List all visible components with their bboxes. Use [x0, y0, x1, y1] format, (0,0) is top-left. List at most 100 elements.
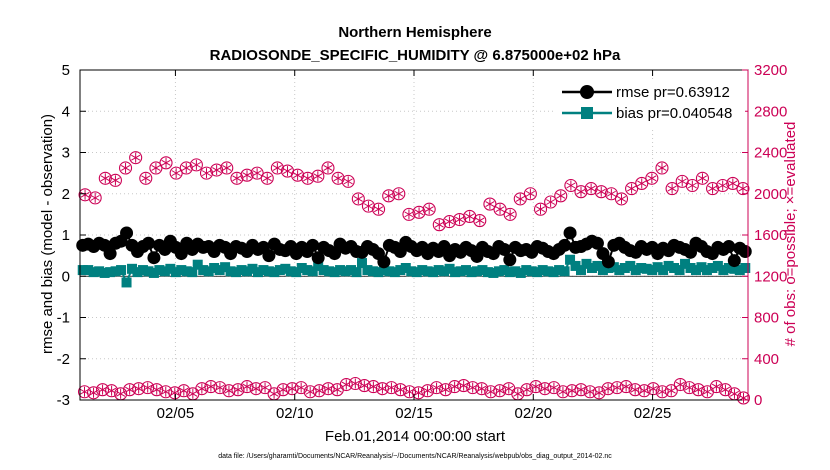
- bias-point: [263, 266, 274, 277]
- rmse-point: [103, 247, 117, 261]
- bias-point: [630, 265, 641, 276]
- bias-point: [132, 267, 143, 278]
- y-right-tick-label: 800: [754, 310, 779, 327]
- bias-point: [105, 267, 116, 278]
- y-axis-right-label: # of obs: o=possible; ×=evaluated: [782, 122, 799, 347]
- y-left-tick-label: 1: [62, 227, 70, 244]
- bias-point: [198, 265, 209, 276]
- bias-point: [362, 265, 373, 276]
- possible-obs-point: [199, 166, 214, 180]
- bias-point: [302, 265, 313, 276]
- possible-obs-point: [604, 187, 618, 201]
- bias-point: [389, 267, 400, 278]
- bias-point: [203, 266, 214, 277]
- y-left-tick-label: -2: [57, 351, 70, 368]
- bias-point: [734, 265, 745, 276]
- bias-point: [570, 260, 581, 271]
- y-right-tick-label: 3200: [754, 62, 787, 79]
- bias-point: [658, 265, 669, 276]
- possible-obs-point: [361, 199, 376, 213]
- possible-obs-point: [118, 161, 133, 175]
- bias-point: [674, 265, 685, 276]
- evaluated-obs-point: [583, 385, 597, 399]
- bias-point: [384, 266, 395, 277]
- bias-point: [663, 260, 674, 271]
- evaluated-obs-point: [123, 383, 137, 397]
- bias-point: [515, 267, 526, 278]
- bias-point: [641, 263, 652, 274]
- rmse-point: [328, 247, 342, 261]
- bias-point: [99, 267, 110, 278]
- axes: -3 -2 -1 0 1 2 3 4 5 0 400 800 1200 1600 2000 2400 2800 3…: [57, 62, 788, 422]
- possible-obs-point: [625, 182, 639, 196]
- bias-point: [176, 265, 187, 276]
- y-right-tick-label: 1600: [754, 227, 787, 244]
- possible-obs-point: [129, 151, 143, 165]
- possible-obs-point: [564, 178, 578, 193]
- bias-point: [740, 263, 751, 273]
- possible-obs-point: [726, 176, 740, 190]
- evaluated-obs-point: [402, 385, 417, 399]
- bias-point: [367, 266, 378, 277]
- y-left-tick-label: 0: [62, 268, 70, 285]
- possible-obs-point: [533, 202, 548, 216]
- evaluated-obs-point: [258, 381, 272, 395]
- bias-point: [285, 266, 296, 277]
- y-axis-left-label: rmse and bias (model - observation): [39, 114, 56, 354]
- evaluated-obs-point: [727, 387, 742, 401]
- bias-point: [280, 263, 291, 274]
- y-left-tick-label: -3: [57, 392, 70, 409]
- possible-obs-point: [614, 192, 629, 206]
- possible-obs-point: [260, 171, 274, 185]
- possible-obs-point: [695, 171, 710, 185]
- bias-point: [121, 277, 132, 288]
- rmse-point: [311, 251, 325, 265]
- y-right-tick-label: 2800: [754, 103, 787, 120]
- bias-point: [696, 262, 707, 273]
- bias-point: [159, 266, 170, 277]
- bias-point: [597, 265, 608, 276]
- bias-point: [707, 263, 718, 273]
- possible-obs-point: [189, 158, 203, 172]
- possible-obs-point: [220, 161, 234, 175]
- bias-point: [690, 265, 701, 276]
- bias-point: [417, 265, 428, 276]
- x-tick-label: 02/20: [515, 405, 553, 422]
- possible-obs-point: [473, 214, 487, 228]
- possible-obs-point: [584, 182, 598, 196]
- evaluated-obs-point: [592, 386, 606, 400]
- rmse-point: [727, 254, 741, 268]
- rmse-point: [601, 255, 615, 269]
- evaluated-obs-point: [664, 384, 678, 398]
- possible-obs-point: [88, 191, 102, 205]
- bias-point: [592, 260, 603, 271]
- evaluated-obs-point: [294, 381, 308, 395]
- bias-point: [252, 267, 263, 278]
- legend-rmse-label: rmse pr=0.63912: [616, 84, 730, 101]
- possible-obs-point: [291, 168, 305, 182]
- rmse-point: [503, 253, 517, 267]
- bias-point: [461, 265, 472, 276]
- bias-point: [329, 267, 340, 278]
- bias-point: [400, 263, 411, 273]
- bias-point: [116, 265, 127, 276]
- y-right-tick-label: 400: [754, 351, 779, 368]
- evaluated-obs-point: [556, 385, 570, 399]
- bias-point: [576, 265, 586, 276]
- legend-rmse-marker: [580, 85, 594, 99]
- bias-point: [669, 263, 680, 273]
- bias-point: [148, 267, 159, 278]
- bias-point: [422, 266, 433, 277]
- bias-point: [543, 266, 554, 277]
- bias-point: [165, 263, 176, 274]
- bias-point: [296, 263, 307, 273]
- possible-obs-point: [341, 174, 355, 188]
- possible-obs-point: [149, 161, 163, 175]
- bias-point: [532, 267, 543, 278]
- bias-point: [313, 260, 324, 271]
- rmse-point: [558, 238, 572, 252]
- possible-obs-point: [513, 192, 527, 206]
- evaluated-obs-point: [709, 380, 723, 394]
- y-left-tick-label: -1: [57, 310, 70, 327]
- bias-point: [137, 265, 148, 276]
